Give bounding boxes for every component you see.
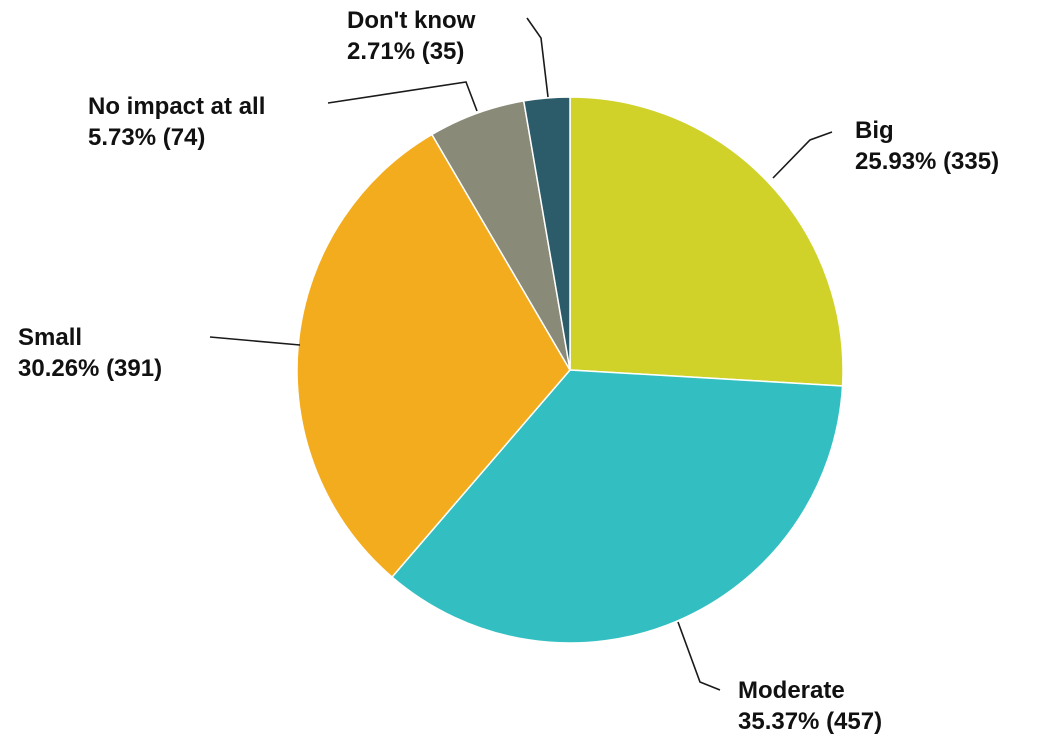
slice-label-don-t-know: Don't know — [347, 7, 476, 34]
leader-line-moderate — [677, 621, 721, 691]
leader-line-small — [209, 336, 301, 346]
slice-label-small: Small — [18, 324, 82, 351]
slice-label-big: Big — [855, 117, 894, 144]
slice-value-moderate: 35.37% (457) — [738, 708, 882, 735]
slice-value-don-t-know: 2.71% (35) — [347, 38, 464, 65]
leader-line-no-impact-at-all — [327, 81, 478, 112]
pie-slice-big — [569, 96, 844, 387]
slice-value-big: 25.93% (335) — [855, 148, 999, 175]
slice-label-no-impact-at-all: No impact at all — [88, 93, 265, 120]
leader-line-don-t-know — [526, 17, 549, 98]
leader-line-big — [772, 131, 833, 179]
slice-value-no-impact-at-all: 5.73% (74) — [88, 124, 205, 151]
pie-slice-moderate — [390, 369, 844, 644]
pie-slice-don-t-know — [522, 96, 571, 371]
slice-label-moderate: Moderate — [738, 677, 845, 704]
slice-value-small: 30.26% (391) — [18, 355, 162, 382]
